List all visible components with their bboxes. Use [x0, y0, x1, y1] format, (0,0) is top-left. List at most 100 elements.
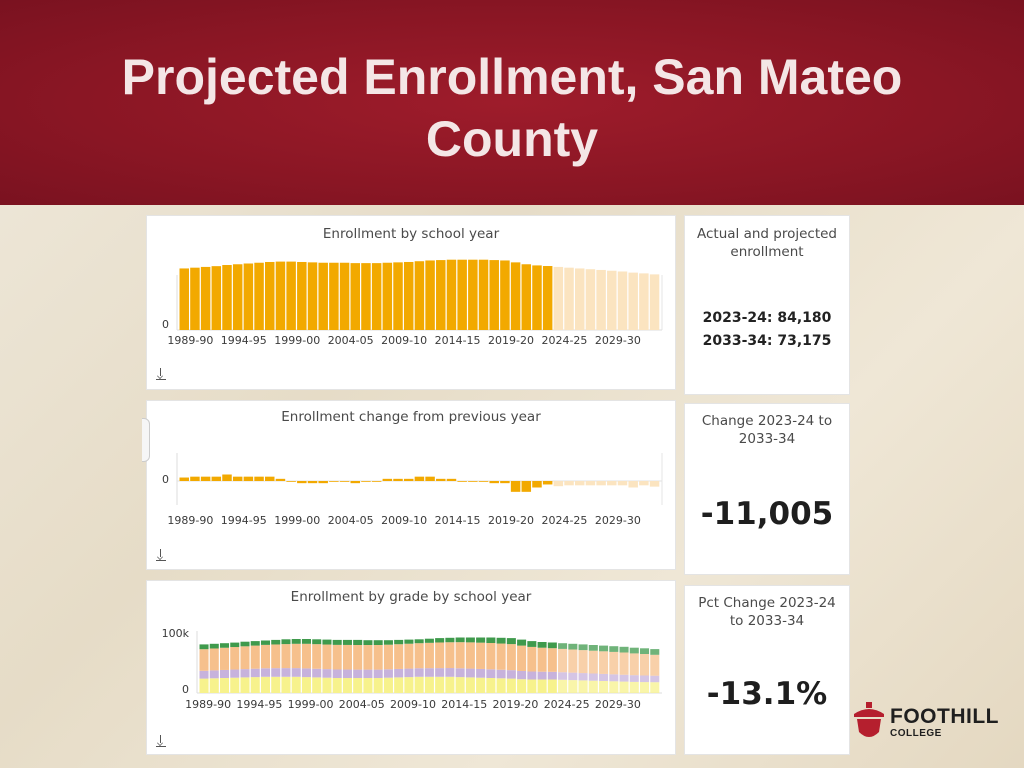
- grade-segment: [558, 648, 568, 673]
- grade-segment: [394, 668, 404, 678]
- grade-segment: [445, 637, 455, 643]
- grade-segment: [332, 678, 342, 693]
- enrollment-bar: [361, 263, 371, 330]
- foothill-college-logo: FOOTHILL COLLEGE: [852, 700, 1002, 744]
- grade-segment: [363, 669, 373, 678]
- grade-segment: [322, 677, 332, 693]
- grade-segment: [609, 646, 619, 652]
- grade-segment: [640, 654, 650, 676]
- enrollment-bar: [574, 268, 585, 330]
- grade-segment: [568, 672, 578, 681]
- grade-segment: [599, 681, 609, 693]
- grade-segment: [496, 643, 506, 670]
- x-tick-label: 2019-20: [488, 334, 534, 347]
- grade-segment: [209, 648, 219, 671]
- grade-segment: [568, 680, 578, 693]
- grade-segment: [281, 639, 291, 645]
- grade-segment: [373, 669, 383, 678]
- grade-segment: [476, 668, 486, 678]
- y-tick-label: 100k: [162, 627, 190, 640]
- change-bar: [350, 481, 361, 484]
- grade-segment: [199, 649, 209, 671]
- change-bar: [318, 481, 328, 484]
- grade-segment: [383, 640, 393, 645]
- enrollment-bar: [585, 269, 596, 330]
- grade-segment: [465, 642, 475, 669]
- grade-segment: [445, 668, 455, 677]
- grade-segment: [435, 638, 445, 643]
- grade-segment: [394, 639, 404, 645]
- enrollment-bar: [211, 266, 222, 330]
- grade-segment: [250, 668, 260, 678]
- x-tick-label: 2004-05: [328, 334, 374, 347]
- grade-segment: [578, 650, 588, 674]
- grade-segment: [199, 644, 209, 650]
- grade-segment: [506, 678, 516, 693]
- grade-segment: [230, 669, 240, 678]
- change-bar: [542, 481, 553, 485]
- grade-segment: [404, 677, 414, 693]
- enrollment-bar: [393, 262, 403, 330]
- grade-segment: [260, 640, 271, 645]
- grade-segment: [312, 639, 322, 645]
- slide-header: Projected Enrollment, San Mateo County: [0, 0, 1024, 205]
- download-icon[interactable]: [154, 547, 168, 563]
- grade-segment: [230, 677, 240, 693]
- grade-segment: [312, 677, 322, 693]
- enrollment-bar: [414, 261, 425, 330]
- enrollment-bar: [350, 263, 361, 330]
- grade-segment: [291, 676, 301, 693]
- grade-segment: [599, 673, 609, 681]
- grade-segment: [619, 681, 629, 693]
- enrollment-bar: [617, 271, 628, 330]
- grade-segment: [353, 645, 363, 670]
- grade-segment: [588, 650, 598, 674]
- change-bar: [211, 476, 222, 481]
- grade-segment: [332, 639, 342, 645]
- x-tick-label: 2009-10: [390, 698, 436, 711]
- change-bar: [436, 478, 446, 481]
- grade-segment: [404, 643, 414, 669]
- grade-segment: [465, 637, 475, 643]
- x-tick-label: 1994-95: [221, 514, 267, 527]
- download-icon[interactable]: [154, 366, 168, 382]
- change-bar: [596, 481, 606, 486]
- enrollment-bar: [532, 265, 542, 330]
- grade-segment: [404, 668, 414, 678]
- grade-segment: [609, 674, 619, 682]
- grade-segment: [414, 639, 424, 644]
- enrollment-by-grade-panel: Enrollment by grade by school year 100k 0…: [146, 580, 676, 755]
- change-bar: [468, 481, 478, 482]
- change-bar: [179, 477, 189, 481]
- grade-segment: [394, 644, 404, 669]
- y-tick-label: 0: [162, 318, 169, 331]
- grade-segment: [342, 678, 352, 693]
- grade-segment: [547, 671, 557, 680]
- grade-segment: [599, 645, 609, 652]
- grade-segment: [619, 646, 629, 653]
- grade-segment: [547, 679, 557, 693]
- grade-segment: [547, 648, 557, 672]
- grade-segment: [363, 678, 373, 693]
- grade-segment: [373, 640, 383, 645]
- kpi3-value: -13.1%: [706, 676, 828, 712]
- grade-segment: [558, 679, 568, 693]
- grade-segment: [271, 639, 281, 645]
- acorn-icon: [854, 702, 884, 737]
- change-bar: [307, 481, 318, 484]
- change-bar: [521, 481, 532, 492]
- actual-projected-kpi: Actual and projected enrollment 2023-24:…: [684, 215, 850, 395]
- enrollment-bar: [607, 270, 617, 330]
- grade-segment: [578, 673, 588, 681]
- grade-segment: [301, 677, 311, 693]
- enrollment-bar: [200, 266, 211, 330]
- grade-segment: [322, 669, 332, 678]
- slide-title: Projected Enrollment, San Mateo County: [121, 49, 903, 167]
- x-tick-label: 2029-30: [595, 334, 641, 347]
- x-tick-label: 2014-15: [435, 514, 481, 527]
- download-icon[interactable]: [154, 733, 168, 749]
- enrollment-bar: [521, 264, 532, 330]
- change-bar: [639, 481, 649, 486]
- sidebar-toggle-handle[interactable]: [142, 418, 150, 462]
- grade-segment: [353, 639, 363, 645]
